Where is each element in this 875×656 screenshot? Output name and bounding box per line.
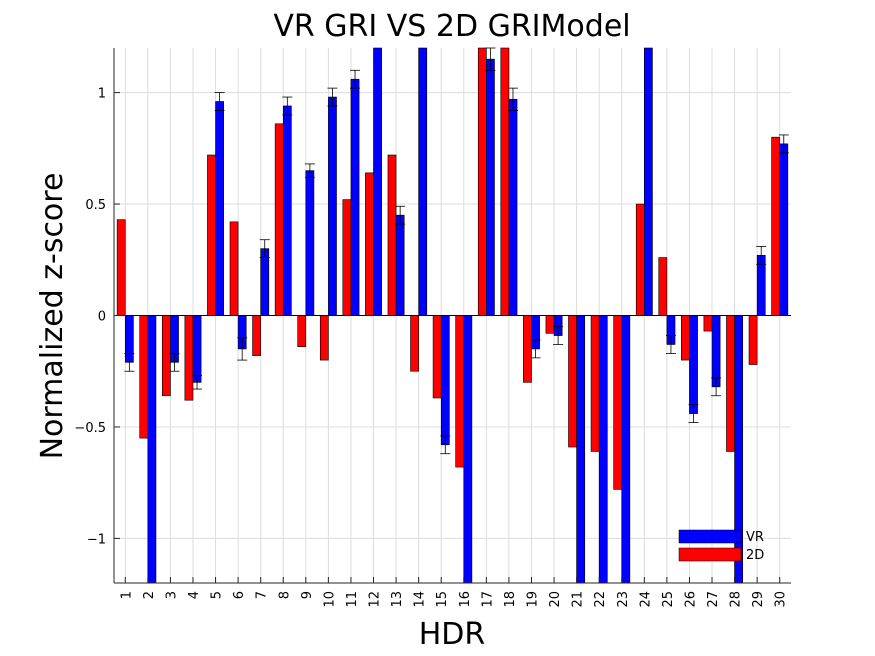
- bar-2d: [365, 172, 374, 316]
- bar-2d: [635, 203, 645, 316]
- bar-2d: [568, 315, 577, 448]
- bar-vr: [508, 98, 518, 316]
- x-tick-label: 20: [548, 591, 563, 608]
- x-tick-label: 23: [616, 591, 631, 608]
- bar-vr: [463, 315, 473, 584]
- bar-vr: [215, 101, 224, 316]
- x-tick-label: 27: [706, 591, 721, 608]
- bar-2d: [477, 47, 487, 316]
- x-tick-label: 15: [435, 591, 450, 608]
- bar-2d: [184, 315, 194, 401]
- bar-2d: [681, 315, 690, 361]
- bar-vr: [282, 105, 292, 316]
- bar-vr: [350, 78, 360, 316]
- bar-vr: [418, 47, 428, 316]
- bar-vr: [395, 214, 405, 316]
- x-tick-label: 12: [368, 591, 383, 608]
- y-tick-label: −0.5: [74, 421, 106, 436]
- bar-2d: [545, 315, 555, 334]
- bar-2d: [500, 47, 510, 316]
- bar-2d: [116, 219, 126, 316]
- x-tick-label: 26: [683, 591, 698, 608]
- legend-swatch-vr: [678, 529, 742, 544]
- y-axis-label: Normalized z-score: [35, 173, 70, 460]
- x-tick-label: 11: [345, 591, 360, 608]
- bar-2d: [410, 315, 419, 372]
- x-tick-label: 5: [210, 591, 225, 599]
- x-tick-label: 10: [322, 591, 337, 608]
- bar-2d: [455, 315, 465, 468]
- bar-2d: [703, 315, 713, 332]
- bar-2d: [726, 315, 735, 452]
- bar-2d: [139, 315, 149, 439]
- bar-2d: [523, 315, 532, 383]
- y-tick-label: −1: [87, 532, 106, 547]
- chart-title: VR GRI VS 2D GRIModel: [273, 9, 630, 44]
- x-tick-label: 22: [593, 591, 608, 608]
- bar-vr: [621, 315, 631, 584]
- legend-label-2d: 2D: [746, 548, 764, 563]
- x-tick-label: 9: [300, 591, 315, 599]
- bar-2d: [274, 123, 284, 316]
- tick-labels: −1−0.500.511 2 3 4 5 6 7 8 9 10 11 12 13 14 15 16 17 18 19…: [74, 87, 788, 608]
- y-tick-label: 0: [98, 310, 106, 325]
- bar-vr: [373, 47, 382, 316]
- bar-2d: [748, 315, 758, 365]
- x-tick-label: 18: [503, 591, 518, 608]
- x-tick-label: 21: [571, 591, 586, 608]
- bar-vr: [440, 315, 450, 446]
- bar-vr: [147, 315, 157, 584]
- bar-2d: [161, 315, 171, 397]
- bar-vr: [711, 315, 721, 388]
- bar-vr: [486, 58, 495, 316]
- bar-2d: [771, 136, 781, 316]
- x-tick-label: 6: [232, 591, 247, 599]
- bar-2d: [432, 315, 442, 399]
- x-tick-label: 16: [458, 591, 473, 608]
- legend-swatch-2d: [678, 547, 742, 562]
- bar-2d: [229, 221, 239, 316]
- x-tick-label: 30: [774, 591, 789, 608]
- bar-vr: [305, 170, 315, 316]
- x-tick-label: 29: [751, 591, 766, 608]
- bar-2d: [207, 154, 216, 316]
- x-axis-label: HDR: [419, 617, 486, 652]
- bar-2d: [319, 315, 329, 361]
- legend: VR 2D: [678, 529, 764, 563]
- x-tick-label: 2: [142, 591, 157, 599]
- bar-2d: [252, 315, 261, 356]
- x-tick-label: 14: [413, 591, 428, 608]
- x-tick-label: 7: [255, 591, 270, 599]
- bar-2d: [613, 315, 623, 490]
- bar-vr: [192, 315, 202, 383]
- x-tick-label: 1: [119, 591, 134, 599]
- x-tick-label: 25: [661, 591, 676, 608]
- bar-vr: [328, 96, 337, 316]
- x-tick-label: 3: [164, 591, 179, 599]
- bar-vr: [779, 143, 789, 316]
- bar-2d: [297, 315, 307, 348]
- bar-2d: [387, 154, 397, 316]
- bar-vr: [598, 315, 608, 584]
- bar-2d: [342, 199, 352, 316]
- axes: [113, 48, 791, 584]
- bar-2d: [590, 315, 600, 452]
- x-tick-label: 8: [277, 591, 292, 599]
- y-tick-label: 1: [98, 87, 106, 102]
- y-tick-label: 0.5: [85, 198, 106, 213]
- bar-2d: [658, 257, 668, 316]
- x-tick-label: 4: [187, 591, 202, 599]
- error-bars: [124, 47, 789, 584]
- bar-vr: [576, 315, 586, 584]
- x-tick-label: 13: [390, 591, 405, 608]
- bar-vr: [260, 248, 270, 316]
- legend-label-vr: VR: [746, 530, 764, 545]
- bar-vr: [689, 315, 698, 414]
- x-tick-label: 17: [480, 591, 495, 608]
- bar-vr: [644, 47, 653, 316]
- x-tick-label: 24: [638, 591, 653, 608]
- x-tick-label: 28: [729, 591, 744, 608]
- x-tick-label: 19: [525, 591, 540, 608]
